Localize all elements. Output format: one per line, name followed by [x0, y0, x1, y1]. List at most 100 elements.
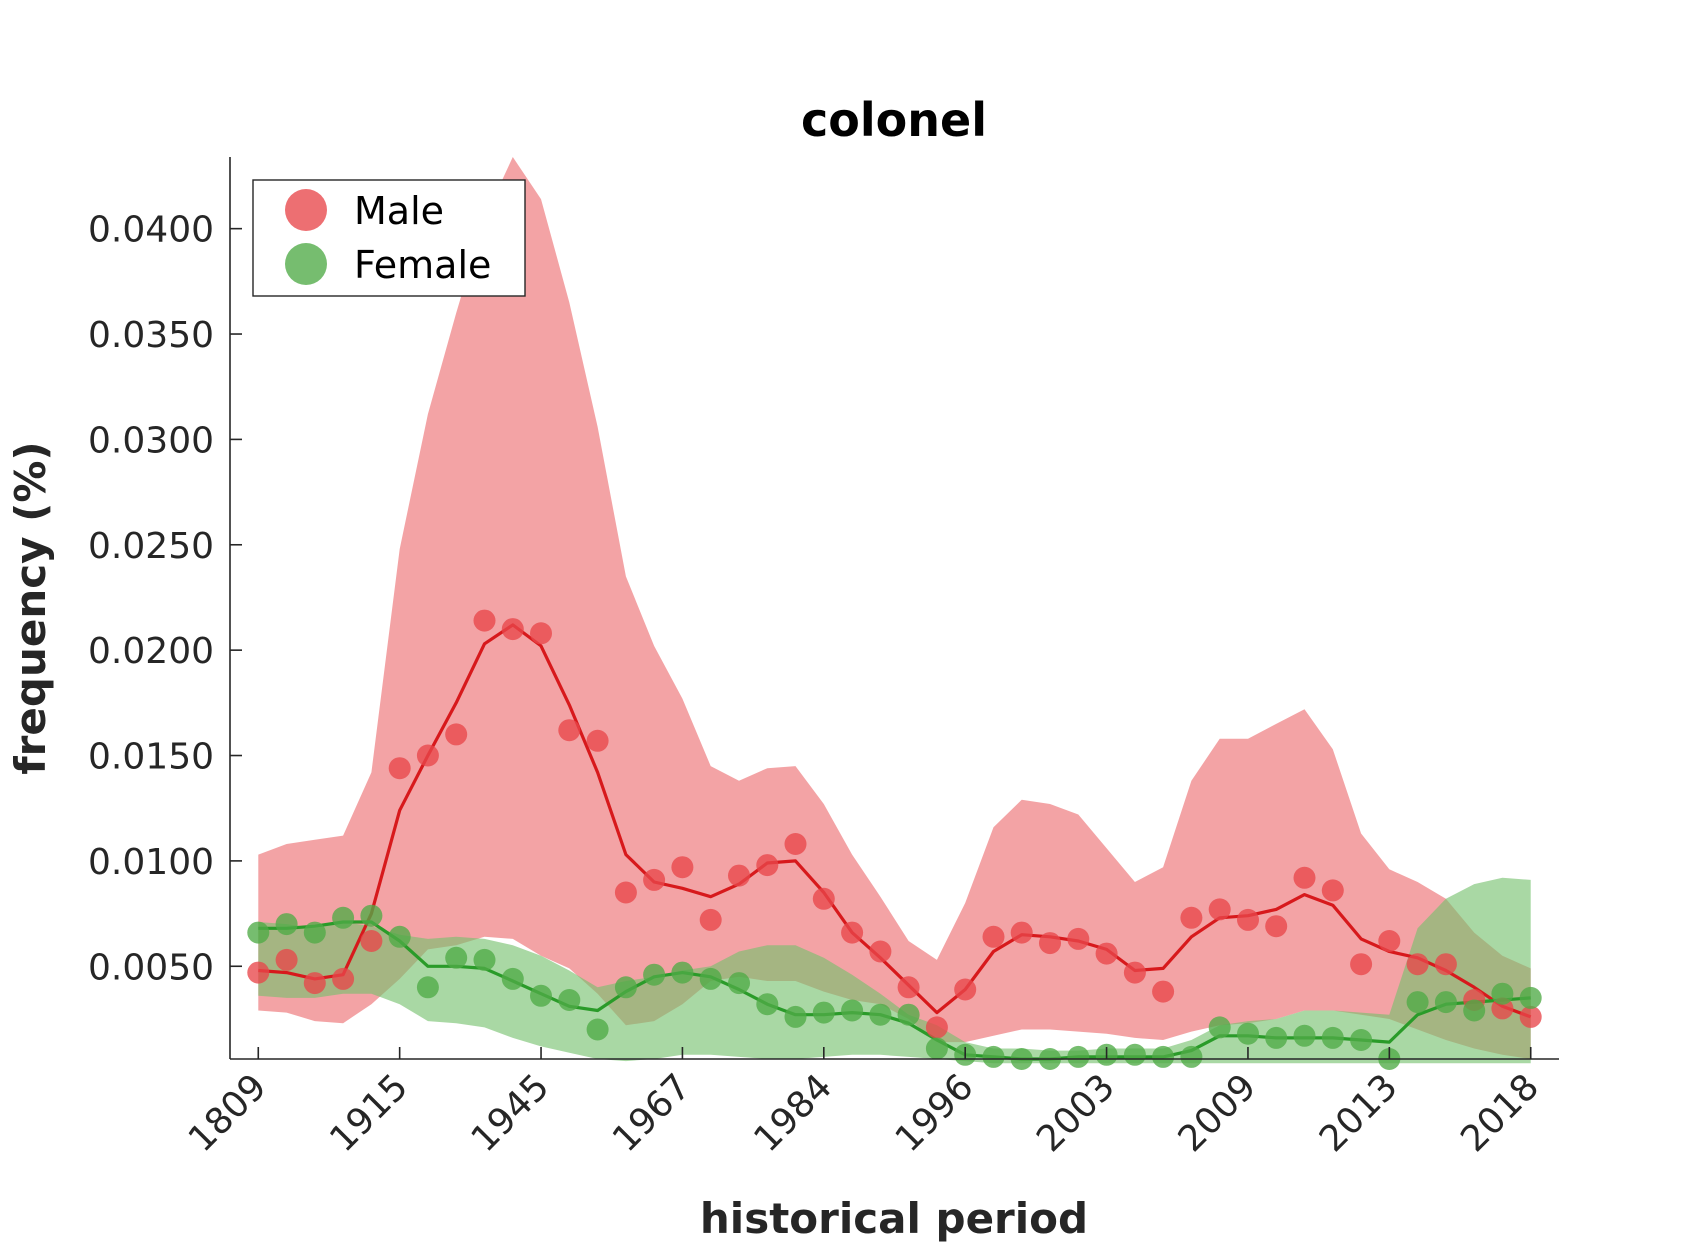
- point-female: [1463, 999, 1486, 1022]
- x-tick-label: 1915: [322, 1066, 416, 1160]
- point-male: [388, 757, 411, 780]
- point-male: [1519, 1005, 1542, 1028]
- y-tick-label: 0.0400: [88, 210, 214, 251]
- point-male: [501, 618, 524, 641]
- point-male: [841, 921, 864, 944]
- y-tick-label: 0.0250: [88, 526, 214, 567]
- point-female: [897, 1003, 920, 1026]
- trend-line-male: [258, 623, 1532, 1019]
- x-tick-label: 1809: [181, 1066, 275, 1160]
- y-tick-label: 0.0350: [88, 315, 214, 356]
- point-male: [954, 978, 977, 1001]
- point-female: [925, 1037, 948, 1060]
- point-female: [1265, 1026, 1288, 1049]
- point-male: [1039, 932, 1061, 955]
- band-male: [258, 157, 1531, 1059]
- point-female: [869, 1003, 892, 1026]
- point-male: [925, 1016, 948, 1039]
- trend-line-female: [258, 920, 1531, 1061]
- point-female: [558, 989, 581, 1011]
- point-male: [756, 854, 779, 877]
- legend-marker-male: [285, 189, 327, 231]
- point-female: [360, 904, 383, 927]
- point-male: [1208, 898, 1231, 921]
- point-female: [1208, 1016, 1231, 1039]
- point-male: [473, 609, 496, 632]
- point-male: [784, 833, 807, 855]
- x-tick-label: 1945: [464, 1066, 558, 1160]
- confidence-bands: [258, 157, 1531, 1064]
- point-male: [1434, 953, 1457, 976]
- point-female: [699, 967, 722, 990]
- point-male: [303, 972, 326, 995]
- point-male: [1265, 915, 1288, 938]
- y-tick-label: 0.0200: [88, 631, 214, 672]
- chart-title: colonel: [801, 93, 987, 147]
- point-male: [247, 961, 270, 984]
- point-female: [982, 1045, 1005, 1068]
- trend-lines: [258, 623, 1532, 1061]
- point-male: [558, 719, 581, 742]
- point-male: [1293, 866, 1316, 889]
- y-axis-ticks: 0.0050 0.0100 0.0150 0.0200 0.0250 0.0300 0.03…: [88, 210, 242, 988]
- point-female: [501, 967, 524, 990]
- band-female: [258, 877, 1531, 1064]
- point-female: [841, 999, 864, 1022]
- point-female: [643, 963, 666, 986]
- point-male: [1180, 906, 1203, 929]
- point-female: [728, 972, 750, 995]
- point-male: [1237, 908, 1259, 931]
- point-female: [812, 1001, 835, 1024]
- point-female: [1406, 991, 1429, 1014]
- point-male: [614, 881, 637, 904]
- legend-marker-female: [285, 243, 327, 285]
- point-male: [643, 868, 666, 891]
- point-male: [1095, 942, 1118, 965]
- x-tick-label: 2018: [1453, 1066, 1547, 1160]
- point-male: [1406, 953, 1429, 976]
- point-male: [416, 744, 439, 767]
- point-female: [332, 906, 355, 929]
- point-male: [728, 864, 750, 887]
- point-male: [586, 729, 609, 752]
- point-male: [671, 856, 694, 879]
- point-female: [586, 1018, 609, 1041]
- point-female: [1067, 1045, 1090, 1068]
- point-male: [812, 887, 835, 910]
- point-male: [332, 967, 355, 990]
- data-points: [247, 609, 1542, 1070]
- point-female: [671, 961, 694, 984]
- legend-label-female: Female: [354, 243, 491, 287]
- point-female: [275, 913, 298, 936]
- y-tick-label: 0.0050: [88, 947, 214, 988]
- point-female: [756, 993, 779, 1016]
- x-tick-label: 1984: [746, 1066, 840, 1160]
- x-tick-label: 1996: [888, 1066, 982, 1160]
- point-male: [530, 622, 552, 645]
- legend-label-male: Male: [354, 189, 444, 233]
- point-female: [784, 1005, 807, 1028]
- point-female: [473, 948, 496, 971]
- point-female: [445, 946, 468, 969]
- point-female: [1321, 1026, 1344, 1049]
- point-male: [1321, 879, 1344, 902]
- point-female: [1237, 1022, 1259, 1045]
- point-male: [1350, 953, 1373, 976]
- point-female: [1180, 1045, 1203, 1068]
- point-male: [897, 976, 920, 999]
- x-axis-label: historical period: [700, 1194, 1088, 1243]
- point-female: [388, 925, 411, 948]
- x-tick-label: 2003: [1029, 1066, 1123, 1160]
- point-male: [1152, 980, 1175, 1003]
- point-female: [1152, 1045, 1175, 1068]
- point-female: [530, 984, 552, 1007]
- point-male: [869, 940, 892, 963]
- point-female: [1491, 982, 1514, 1005]
- legend: Male Female: [252, 179, 526, 297]
- y-tick-label: 0.0300: [88, 420, 214, 461]
- y-axis-label: frequency (%): [6, 441, 55, 774]
- x-tick-label: 2009: [1171, 1066, 1265, 1160]
- point-female: [1434, 991, 1457, 1014]
- point-female: [1519, 986, 1542, 1009]
